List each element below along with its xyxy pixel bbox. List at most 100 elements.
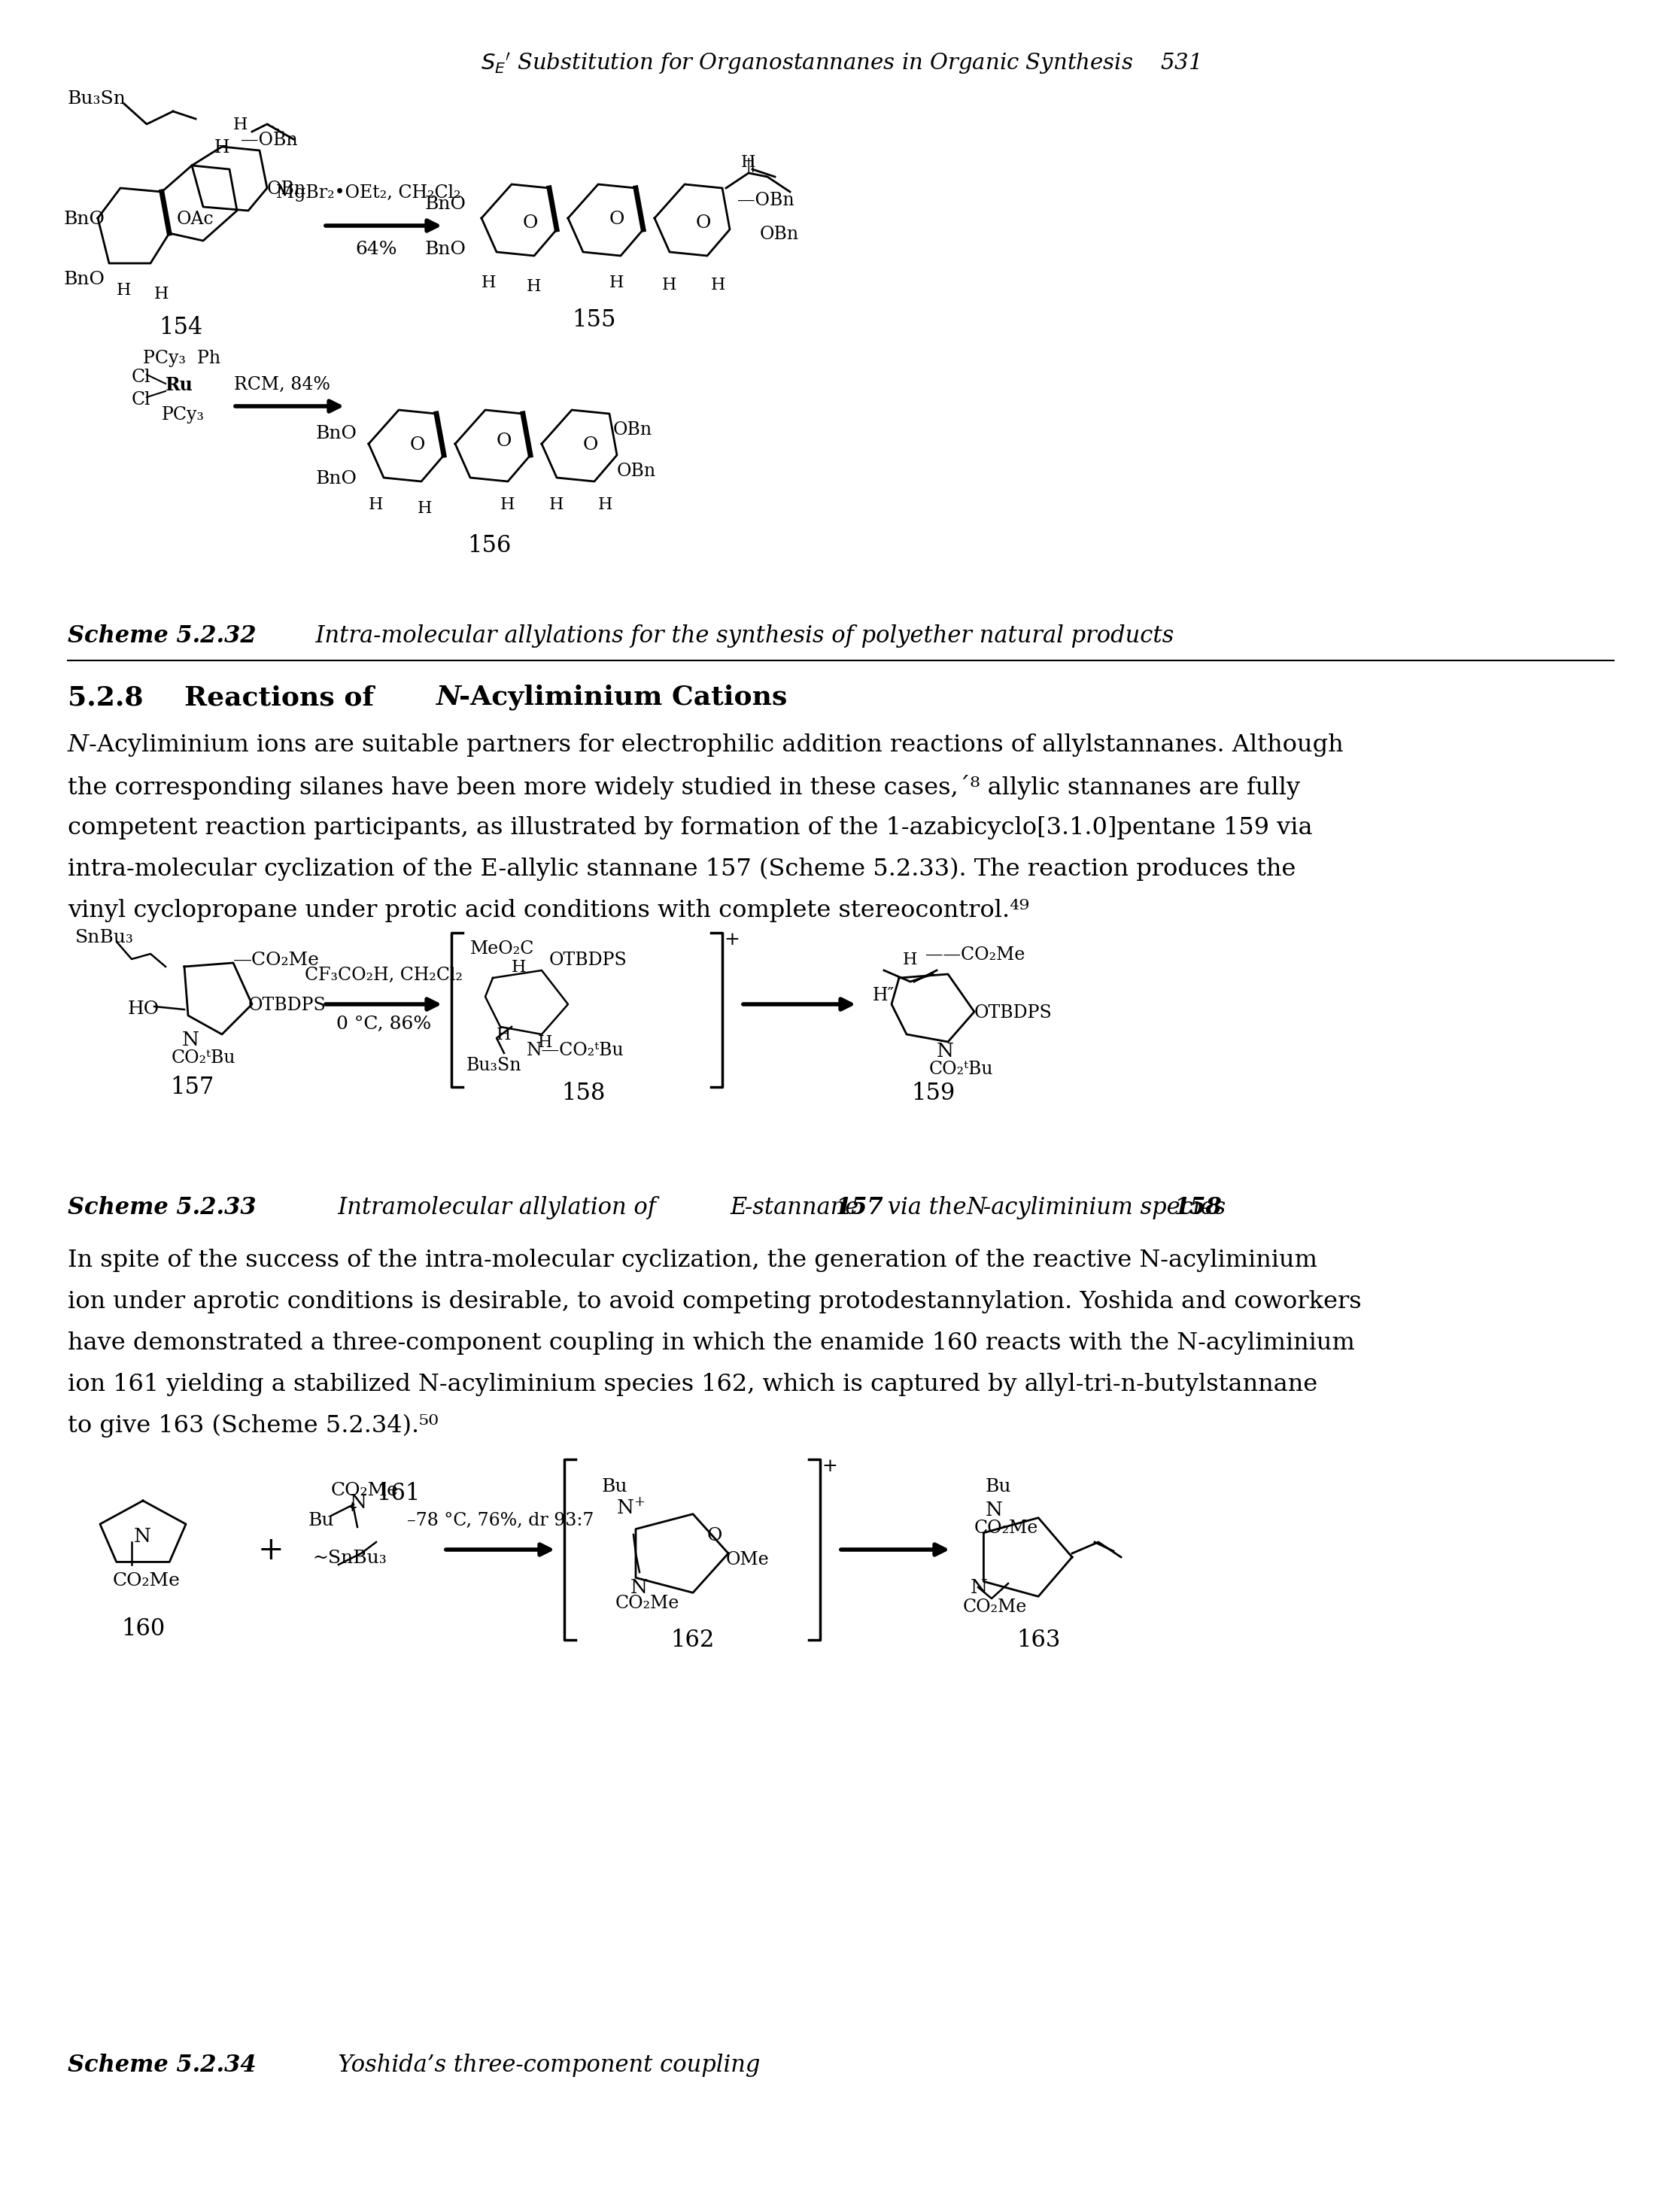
Text: —CO₂Me: —CO₂Me	[234, 951, 319, 968]
Text: H: H	[116, 282, 131, 299]
Text: –78 °C, 76%, dr 93:7: –78 °C, 76%, dr 93:7	[407, 1513, 593, 1530]
Text: N: N	[349, 1493, 368, 1513]
Text: H: H	[368, 496, 383, 514]
Text: O: O	[696, 214, 711, 232]
Text: -acyliminium species: -acyliminium species	[983, 1196, 1233, 1220]
Text: N: N	[986, 1502, 1003, 1519]
Text: H: H	[155, 286, 170, 302]
Text: H: H	[512, 960, 526, 975]
Text: +: +	[346, 1502, 358, 1515]
Text: CO₂Me: CO₂Me	[615, 1596, 680, 1611]
Text: N: N	[966, 1196, 986, 1220]
Text: Intramolecular allylation of: Intramolecular allylation of	[316, 1196, 664, 1220]
Text: ion 161 yielding a stabilized N-acyliminium species 162, which is captured by al: ion 161 yielding a stabilized N-acylimin…	[67, 1373, 1317, 1397]
Text: competent reaction participants, as illustrated by formation of the 1-azabicyclo: competent reaction participants, as illu…	[67, 815, 1312, 839]
Text: SnBu₃: SnBu₃	[76, 929, 134, 947]
Text: OMe: OMe	[726, 1552, 769, 1567]
Text: H: H	[902, 951, 917, 968]
Text: O: O	[707, 1528, 722, 1543]
Text: In spite of the success of the intra-molecular cyclization, the generation of th: In spite of the success of the intra-mol…	[67, 1248, 1317, 1272]
Text: H: H	[538, 1034, 553, 1051]
Text: Yoshida’s three-component coupling: Yoshida’s three-component coupling	[316, 2053, 759, 2077]
Text: N: N	[937, 1043, 954, 1060]
Text: BnO: BnO	[316, 470, 358, 487]
Text: BnO: BnO	[316, 424, 358, 442]
Text: CO₂ᵗBu: CO₂ᵗBu	[171, 1049, 235, 1067]
Text: H: H	[497, 1027, 511, 1043]
Text: 157: 157	[170, 1076, 213, 1100]
Text: Bu: Bu	[309, 1513, 334, 1530]
Text: BnO: BnO	[425, 195, 467, 212]
Text: Scheme 5.2.34: Scheme 5.2.34	[67, 2053, 257, 2077]
Text: OBn: OBn	[617, 463, 657, 481]
Text: OTBDPS: OTBDPS	[249, 997, 326, 1014]
Text: BnO: BnO	[425, 240, 467, 258]
Text: 161: 161	[376, 1482, 420, 1506]
Text: to give 163 (Scheme 5.2.34).⁵⁰: to give 163 (Scheme 5.2.34).⁵⁰	[67, 1414, 438, 1438]
Text: 154: 154	[158, 317, 203, 339]
Text: Bu₃Sn: Bu₃Sn	[467, 1056, 522, 1073]
Text: E: E	[729, 1196, 746, 1220]
Text: N: N	[134, 1528, 151, 1546]
Text: OBn: OBn	[759, 225, 800, 243]
Text: O: O	[522, 214, 538, 232]
Text: 0 °C, 86%: 0 °C, 86%	[336, 1016, 432, 1032]
Text: H: H	[418, 501, 432, 516]
Text: PCy₃: PCy₃	[161, 407, 205, 424]
Text: 158: 158	[561, 1082, 605, 1106]
Text: via the: via the	[880, 1196, 974, 1220]
Text: +: +	[257, 1535, 284, 1565]
Text: RCM, 84%: RCM, 84%	[234, 376, 331, 393]
Text: BnO: BnO	[64, 271, 106, 289]
Text: CO₂Me: CO₂Me	[113, 1572, 180, 1589]
Text: -stannane: -stannane	[744, 1196, 865, 1220]
Text: Cl: Cl	[131, 369, 151, 387]
Text: 162: 162	[670, 1629, 714, 1653]
Text: 155: 155	[573, 308, 617, 332]
Text: N: N	[630, 1578, 648, 1598]
Text: 156: 156	[467, 533, 511, 557]
Text: 64%: 64%	[354, 240, 396, 258]
Text: Scheme 5.2.33: Scheme 5.2.33	[67, 1196, 257, 1220]
Text: —OBn: —OBn	[240, 131, 297, 149]
Text: Bu: Bu	[601, 1478, 628, 1495]
Text: H: H	[215, 140, 230, 157]
Text: intra-molecular cyclization of the E-allylic stannane 157 (Scheme 5.2.33). The r: intra-molecular cyclization of the E-all…	[67, 857, 1295, 881]
Text: O: O	[410, 437, 425, 455]
Text: $S_E$$^{\prime}$ Substitution for Organostannanes in Organic Synthesis    531: $S_E$$^{\prime}$ Substitution for Organo…	[480, 50, 1200, 77]
Text: H: H	[234, 116, 249, 133]
Text: H: H	[598, 496, 613, 514]
Text: H: H	[711, 278, 726, 293]
Text: O: O	[610, 210, 625, 227]
Text: Bu₃Sn: Bu₃Sn	[67, 90, 126, 107]
Text: 159: 159	[911, 1082, 954, 1106]
Text: N: N	[181, 1030, 200, 1049]
Text: O: O	[583, 437, 598, 455]
Text: CO₂Me: CO₂Me	[974, 1519, 1038, 1537]
Text: H: H	[662, 278, 677, 293]
Text: N: N	[617, 1497, 635, 1517]
Text: Ru: Ru	[166, 376, 193, 393]
Text: OBn: OBn	[613, 422, 652, 439]
Text: H″: H″	[872, 986, 895, 1003]
Text: OTBDPS: OTBDPS	[974, 1003, 1052, 1021]
Text: 158: 158	[1174, 1196, 1221, 1220]
Text: the corresponding silanes have been more widely studied in these cases,´⁸ allyli: the corresponding silanes have been more…	[67, 774, 1300, 800]
Text: Intra-molecular allylations for the synthesis of polyether natural products: Intra-molecular allylations for the synt…	[301, 625, 1174, 647]
Text: H: H	[501, 496, 516, 514]
Text: MeO₂C: MeO₂C	[470, 940, 534, 957]
Text: PCy₃  Ph: PCy₃ Ph	[143, 350, 220, 367]
Text: ~SnBu₃: ~SnBu₃	[312, 1550, 386, 1567]
Text: CO₂ᵗBu: CO₂ᵗBu	[929, 1060, 993, 1078]
Text: H: H	[610, 275, 623, 291]
Text: ||: ||	[746, 157, 756, 173]
Text: O: O	[497, 433, 512, 450]
Text: 163: 163	[1016, 1629, 1060, 1653]
Text: CO₂Me: CO₂Me	[331, 1482, 398, 1500]
Text: 157: 157	[835, 1196, 884, 1220]
Text: H: H	[482, 275, 496, 291]
Text: —OBn: —OBn	[738, 192, 795, 210]
Text: 5.2.8: 5.2.8	[67, 684, 143, 710]
Text: vinyl cyclopropane under protic acid conditions with complete stereocontrol.⁴⁹: vinyl cyclopropane under protic acid con…	[67, 898, 1030, 922]
Text: have demonstrated a three-component coupling in which the enamide 160 reacts wit: have demonstrated a three-component coup…	[67, 1331, 1354, 1355]
